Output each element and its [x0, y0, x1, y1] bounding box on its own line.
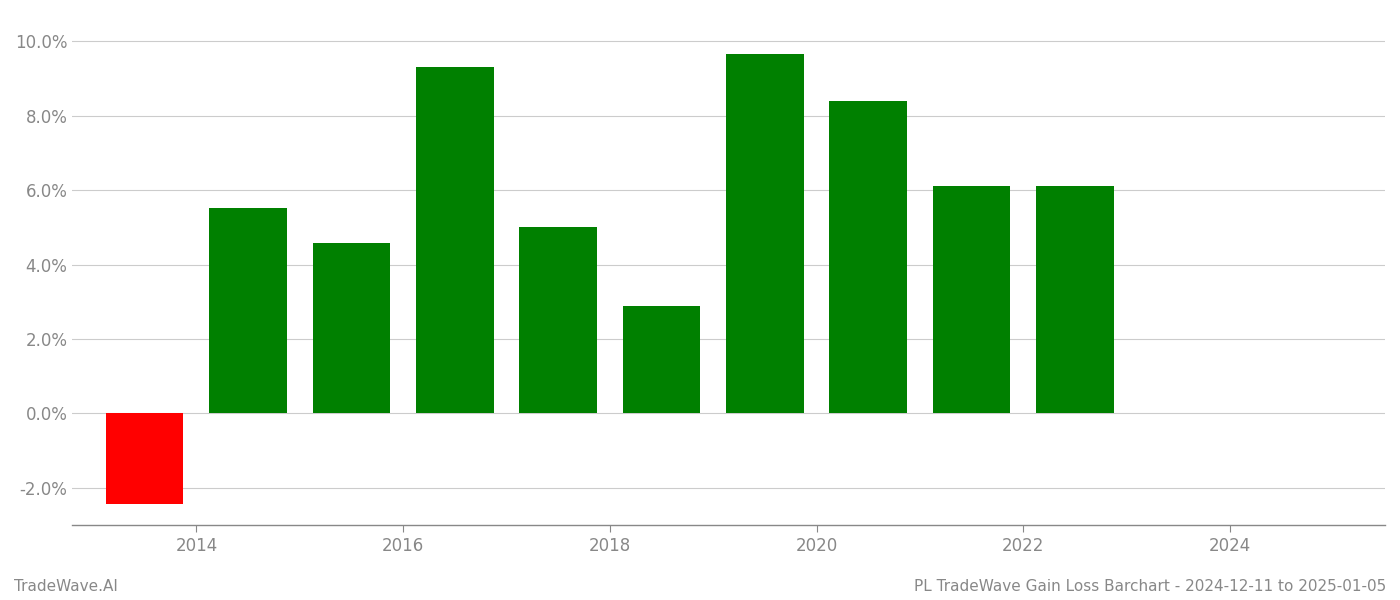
Bar: [623, 306, 700, 413]
Bar: [1036, 185, 1113, 413]
Text: TradeWave.AI: TradeWave.AI: [14, 579, 118, 594]
Bar: [727, 54, 804, 413]
Bar: [932, 185, 1011, 413]
Bar: [312, 242, 391, 413]
Bar: [106, 413, 183, 503]
Bar: [416, 67, 494, 413]
Bar: [519, 227, 596, 413]
Text: PL TradeWave Gain Loss Barchart - 2024-12-11 to 2025-01-05: PL TradeWave Gain Loss Barchart - 2024-1…: [914, 579, 1386, 594]
Bar: [210, 208, 287, 413]
Bar: [829, 101, 907, 413]
